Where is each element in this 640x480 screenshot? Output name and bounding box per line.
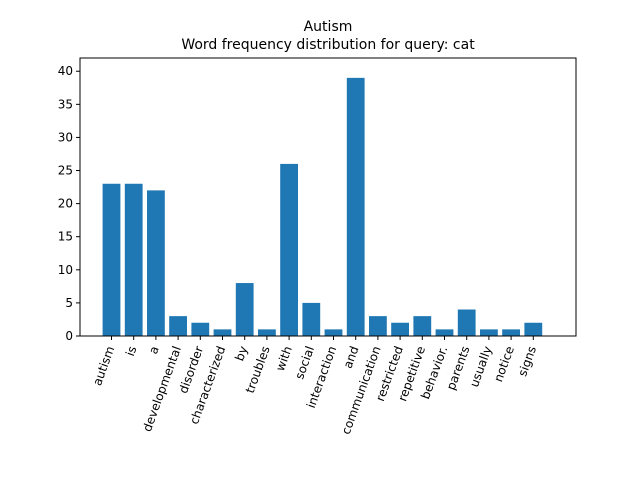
y-tick-label: 0 bbox=[65, 329, 73, 343]
bar-usually bbox=[480, 329, 498, 336]
chart-title: Autism bbox=[304, 19, 353, 35]
y-tick-label: 5 bbox=[65, 296, 73, 310]
plot-frame bbox=[79, 57, 577, 337]
bar-communication bbox=[369, 316, 387, 336]
y-tick-label: 35 bbox=[58, 97, 73, 111]
bar-repetitive bbox=[413, 316, 432, 336]
bar-behavior bbox=[435, 329, 454, 336]
bar-a bbox=[147, 190, 165, 336]
bar-with bbox=[280, 163, 298, 336]
x-tick-label: signs bbox=[515, 344, 539, 378]
bar-autism bbox=[102, 183, 121, 336]
bar-characterized bbox=[213, 329, 232, 336]
y-tick-label: 15 bbox=[58, 230, 73, 244]
y-tick-label: 10 bbox=[58, 263, 73, 277]
y-axis: 0 5 10 15 20 25 30 35 40 bbox=[58, 64, 80, 343]
x-tick-label: is bbox=[123, 344, 139, 358]
bar-interaction bbox=[324, 329, 343, 336]
x-tick-label: a bbox=[146, 344, 162, 356]
x-axis: autism is adevelopmentaldisordercharacteri… bbox=[90, 336, 539, 436]
y-tick-label: 20 bbox=[58, 197, 73, 211]
x-tick-label: autism bbox=[90, 344, 117, 387]
chart-subtitle: Word frequency distribution for query: c… bbox=[181, 37, 475, 53]
x-tick-label: with bbox=[273, 344, 295, 373]
y-tick-label: 40 bbox=[58, 64, 73, 78]
bar-series bbox=[102, 77, 543, 337]
x-tick-label: notice bbox=[491, 344, 517, 384]
bar-parents bbox=[457, 309, 476, 336]
bar-signs bbox=[524, 322, 543, 336]
y-tick-label: 30 bbox=[58, 130, 73, 144]
bar-developmental bbox=[169, 316, 187, 336]
bar-social bbox=[302, 302, 321, 336]
y-tick-label: 25 bbox=[58, 164, 73, 178]
x-tick-label: social bbox=[292, 344, 317, 381]
bar-is bbox=[124, 183, 143, 336]
bar-troubles bbox=[258, 329, 276, 336]
x-tick-label: and bbox=[341, 344, 362, 370]
bar-and bbox=[346, 77, 365, 337]
bar-by bbox=[235, 283, 254, 336]
bar-notice bbox=[502, 329, 520, 336]
bar-disorder bbox=[191, 322, 210, 336]
x-tick-label: by bbox=[232, 344, 250, 363]
bar-restricted bbox=[391, 322, 409, 336]
